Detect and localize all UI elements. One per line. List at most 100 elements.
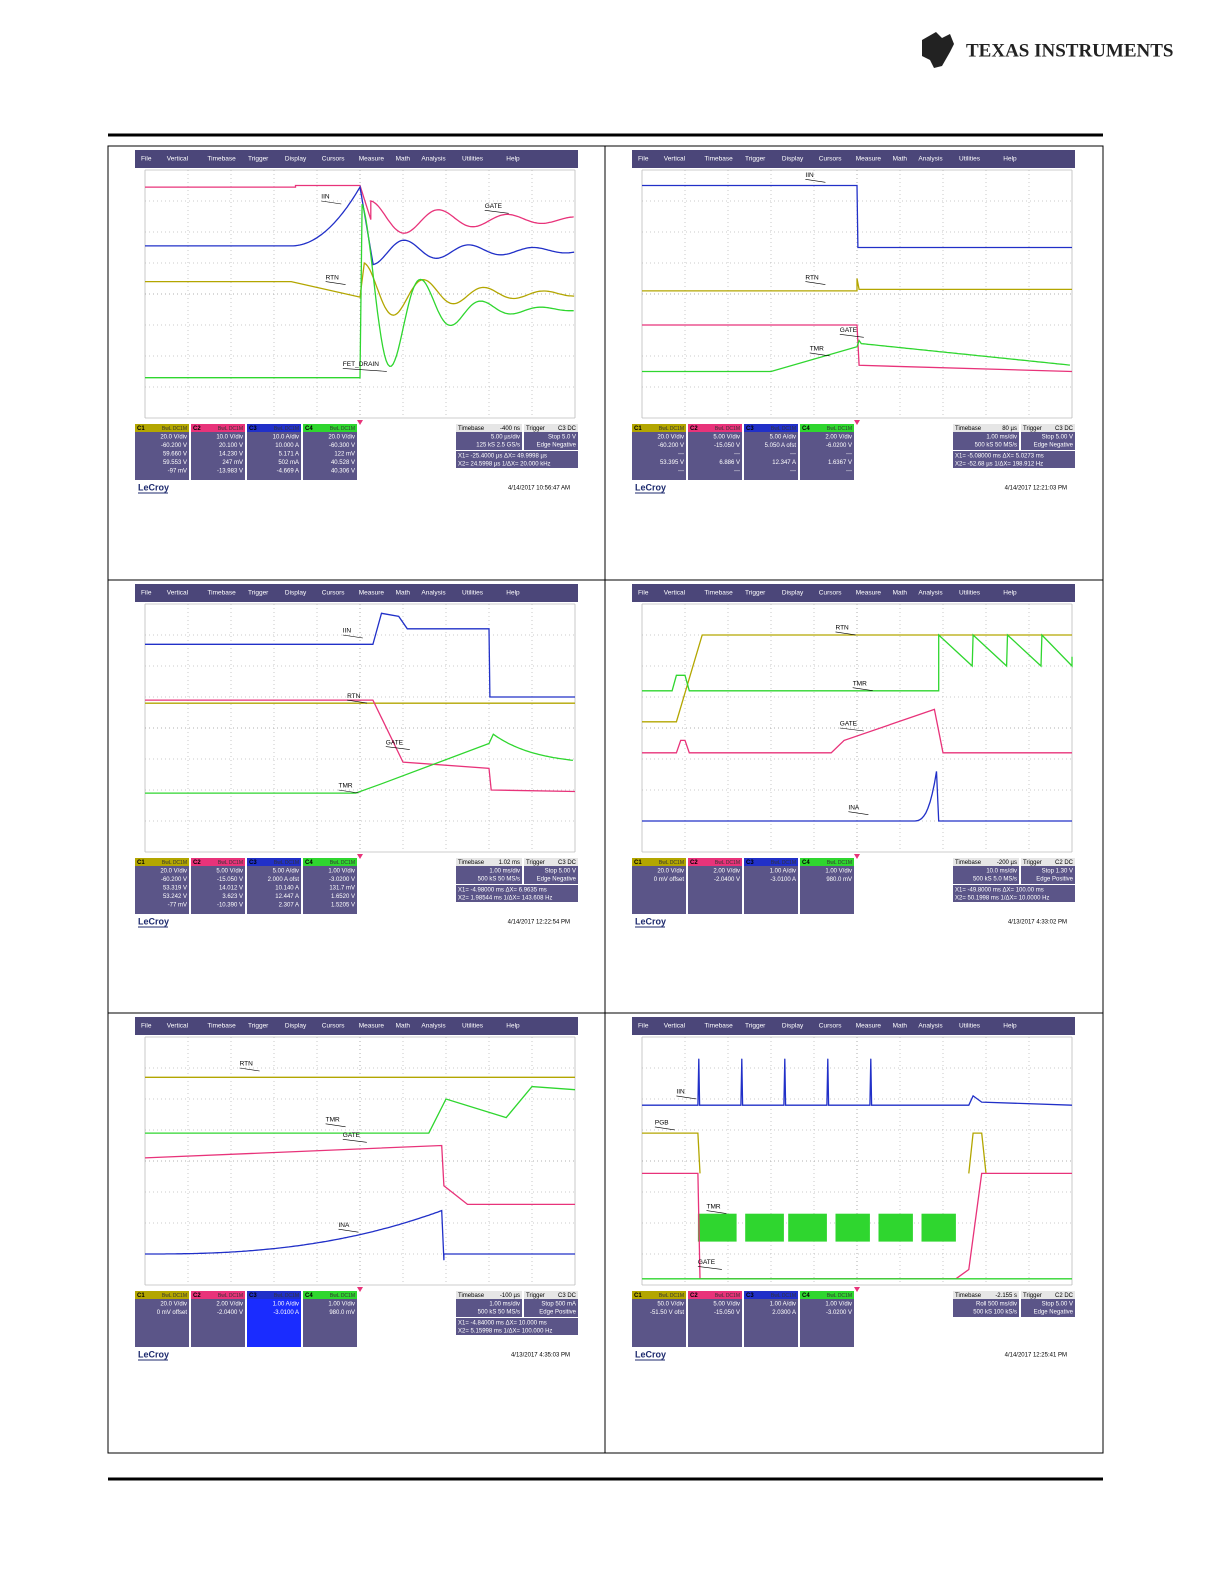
menu-item: Vertical — [167, 1023, 189, 1030]
menu-item: Utilities — [959, 156, 981, 163]
trace-label: IIN — [321, 194, 330, 201]
waveform — [642, 633, 1073, 692]
channel-name: C4 — [305, 426, 313, 432]
trace-label-leader — [835, 631, 856, 636]
tmr-burst — [878, 1213, 913, 1242]
channel-header — [135, 858, 189, 866]
channel-tag: BwL DC1M — [715, 426, 740, 432]
channel-header — [632, 858, 686, 866]
menu-item: Measure — [856, 156, 882, 163]
channel-reading: 5.00 V/div — [713, 1302, 740, 1308]
channel-header — [800, 858, 854, 866]
waveform — [145, 733, 573, 794]
channel-reading: 1.00 A/div — [770, 869, 796, 875]
menu-item: Analysis — [918, 590, 943, 597]
timebase-line: 1.00 ms/div — [489, 1302, 520, 1308]
trigger-marker — [854, 420, 860, 425]
channel-reading: 2.307 A — [279, 903, 299, 909]
channel-body — [191, 432, 245, 480]
channel-reading: 10.140 A — [275, 886, 299, 892]
trigger-header — [1021, 858, 1075, 866]
trigger-label: Trigger — [526, 860, 545, 866]
channel-name: C3 — [746, 1293, 754, 1299]
channel-reading: 10.0 A/div — [273, 435, 299, 441]
channel-reading: -3.0100 A — [273, 1310, 299, 1316]
channel-body — [303, 866, 357, 914]
timestamp: 4/14/2017 12:22:54 PM — [508, 920, 570, 926]
channel-header — [688, 1291, 742, 1299]
channel-tag: BwL DC1M — [274, 860, 299, 866]
channel-tag: BwL DC1M — [827, 860, 852, 866]
channel-reading: 20.0 V/div — [160, 869, 187, 875]
trace-label-leader — [347, 699, 368, 704]
channel-reading: 2.00 V/div — [216, 1302, 243, 1308]
channel-body — [191, 1299, 245, 1347]
timebase-value: 80 µs — [1002, 426, 1017, 432]
channel-reading: 2.00 V/div — [713, 869, 740, 875]
timebase-line: 500 kS 50 MS/s — [478, 877, 520, 883]
channel-reading: 1.00 V/div — [825, 869, 852, 875]
cursor-readout: X2= 24.5998 µs 1/ΔX= 20.000 kHz — [458, 462, 551, 468]
channel-reading: 53.319 V — [163, 886, 187, 892]
trace-label-leader — [321, 200, 342, 205]
channel-reading: 1.6520 V — [331, 894, 355, 900]
channel-body — [688, 1299, 742, 1347]
cursor-readout: X2= 1.98544 ms 1/ΔX= 143.608 Hz — [458, 896, 552, 902]
menu-item: Cursors — [322, 1023, 346, 1030]
menu-item: Analysis — [421, 1023, 446, 1030]
menu-item: Analysis — [918, 156, 943, 163]
trigger-header — [1021, 424, 1075, 432]
channel-header — [800, 424, 854, 432]
plot-area — [632, 604, 1075, 852]
trace-label-leader — [338, 789, 359, 794]
waveform — [145, 261, 575, 316]
menu-item: Help — [1003, 156, 1017, 163]
trigger-value: C3 DC — [558, 860, 577, 866]
trace-label: TMR — [707, 1203, 721, 1210]
plot-area — [135, 1037, 578, 1285]
channel-reading: -15.050 V — [714, 1310, 740, 1316]
channel-reading: 5.00 V/div — [216, 869, 243, 875]
trigger-line: Stop 5.0 V — [548, 435, 576, 441]
trigger-marker — [357, 420, 363, 425]
menu-item: Help — [1003, 590, 1017, 597]
channel-name: C2 — [690, 1293, 698, 1299]
tmr-burst — [697, 1213, 737, 1242]
trace-label: TMR — [339, 783, 353, 790]
waveform — [145, 184, 574, 234]
channel-header — [191, 424, 245, 432]
trace-label: INA — [848, 804, 860, 811]
channel-body — [303, 432, 357, 480]
trace-label-leader — [342, 1139, 367, 1143]
timebase-value: 1.02 ms — [499, 860, 520, 866]
timebase-label: Timebase — [458, 1293, 485, 1299]
trace-label-leader — [325, 281, 346, 285]
waveform — [642, 184, 1072, 249]
menu-item: File — [638, 156, 649, 163]
trigger-line: Edge Negative — [1034, 443, 1074, 449]
channel-header — [247, 1291, 301, 1299]
timebase-line: 500 kS 100 kS/s — [973, 1310, 1017, 1316]
channel-tag: BwL DC1M — [330, 860, 355, 866]
menu-item: Math — [893, 156, 908, 163]
trigger-label: Trigger — [526, 1293, 545, 1299]
channel-body — [800, 432, 854, 480]
menu-item: File — [141, 1023, 152, 1030]
scope-screenshot: File Vertical Timebase Trigger Display Cursor… — [135, 150, 578, 494]
waveform — [145, 1085, 576, 1134]
channel-reading: -3.0200 V — [826, 1310, 852, 1316]
timebase-line: 500 kS 5.0 MS/s — [973, 877, 1017, 883]
trigger-value: C2 DC — [1055, 1293, 1074, 1299]
channel-reading: 53.242 V — [163, 894, 187, 900]
channel-reading: -97 mV — [168, 469, 187, 475]
menu-item: Trigger — [745, 1023, 766, 1030]
channel-reading: 2.000 A ofst — [268, 877, 300, 883]
channel-reading: 20.100 V — [219, 443, 243, 449]
channel-reading: 131.7 mV — [329, 886, 355, 892]
channel-reading: 2.00 V/div — [825, 435, 852, 441]
timebase-label: Timebase — [955, 1293, 982, 1299]
trace-label-leader — [338, 1228, 359, 1233]
lecroy-logo: LeCroy — [138, 482, 169, 492]
channel-reading: 1.00 A/div — [273, 1302, 299, 1308]
